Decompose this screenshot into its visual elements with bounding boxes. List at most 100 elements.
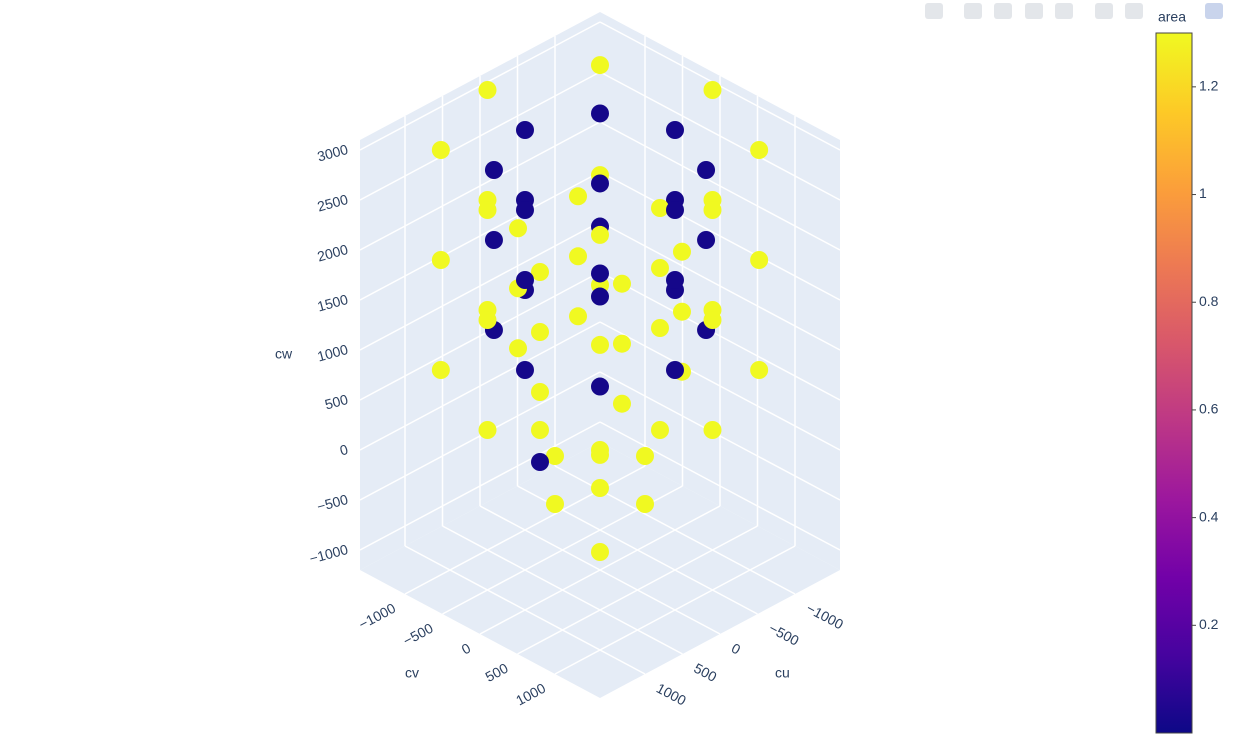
colorbar-tick-label: 0.4 [1199, 508, 1219, 524]
grid-line [599, 421, 841, 551]
point [484, 161, 503, 179]
point [591, 479, 609, 497]
colorbar-tick-label: 0.6 [1199, 401, 1219, 417]
colorbar-tick-label: 0.8 [1199, 293, 1219, 309]
x-tick-label: 500 [691, 660, 719, 685]
point [531, 263, 549, 281]
point [591, 335, 609, 354]
point [478, 81, 497, 99]
point [516, 271, 534, 289]
point [431, 361, 450, 379]
point [591, 104, 609, 123]
point [569, 247, 588, 266]
y-tick-label: 1000 [513, 680, 548, 709]
point [531, 383, 549, 401]
y-tick-label: 500 [483, 660, 511, 685]
y-tick-label: 0 [459, 640, 474, 658]
x-tick-label: 1000 [654, 680, 689, 709]
point [672, 302, 691, 321]
x-tick-label: −1000 [804, 600, 846, 633]
point [509, 219, 528, 238]
point [651, 199, 669, 217]
grid-line [359, 421, 601, 551]
modebar-button[interactable] [1025, 3, 1043, 19]
point [591, 174, 609, 193]
point [478, 311, 497, 329]
z-tick-label: 3000 [315, 141, 349, 165]
grid-line [599, 171, 841, 301]
grid-line [359, 221, 601, 351]
y-axis-title: cv [405, 665, 419, 681]
modebar[interactable] [925, 3, 1223, 19]
point [703, 201, 722, 219]
grid-line [599, 221, 841, 351]
x-tick-label: −500 [766, 620, 802, 649]
point [569, 307, 588, 326]
z-tick-label: 1000 [315, 341, 349, 365]
modebar-button[interactable] [964, 3, 982, 19]
point [546, 495, 564, 513]
grid-line [599, 121, 841, 251]
grid-line [599, 271, 841, 401]
point [636, 447, 654, 465]
point [697, 231, 716, 249]
grid-line [554, 545, 796, 675]
point [666, 201, 684, 219]
z-tick-label: 1500 [315, 291, 349, 315]
grid-line [359, 71, 601, 201]
point [666, 271, 684, 289]
point [516, 201, 534, 219]
colorbar-tick-label: 1.2 [1199, 78, 1219, 94]
colorbar-scale [1155, 32, 1193, 734]
point [509, 339, 528, 358]
point [531, 323, 549, 341]
point [516, 121, 534, 139]
x-axis-title: cu [775, 665, 790, 681]
point [591, 377, 609, 396]
grid-line [599, 371, 841, 501]
point [750, 251, 769, 269]
point [478, 421, 497, 439]
y-tick-label: −500 [400, 620, 436, 649]
point [531, 421, 549, 439]
modebar-button[interactable] [1055, 3, 1073, 19]
z-axis-title: cw [275, 346, 293, 362]
x-tick-label: 0 [729, 640, 744, 658]
point [591, 543, 609, 561]
point [666, 121, 684, 139]
point [591, 445, 609, 464]
point [651, 259, 669, 277]
point [612, 274, 631, 293]
grid-line [479, 505, 721, 635]
grid-line [359, 121, 601, 251]
modebar-button[interactable] [925, 3, 943, 19]
colorbar-tick-label: 0.2 [1199, 616, 1219, 632]
z-tick-label: −1000 [308, 541, 350, 567]
modebar-button[interactable] [1095, 3, 1113, 19]
point [697, 161, 716, 179]
grid-line [517, 525, 758, 655]
point [591, 264, 609, 283]
point [612, 334, 631, 353]
grid-line [359, 271, 601, 401]
point [703, 421, 722, 439]
z-tick-label: 2000 [315, 241, 349, 265]
colorbar-tick-label: 1 [1199, 185, 1207, 201]
point [569, 187, 588, 206]
point [431, 141, 450, 159]
z-tick-label: −500 [315, 491, 350, 515]
point [750, 141, 769, 159]
y-tick-label: −1000 [356, 600, 398, 633]
point [651, 421, 669, 439]
point [591, 287, 609, 306]
z-tick-label: 500 [323, 391, 350, 413]
modebar-button[interactable] [1125, 3, 1143, 19]
point [478, 201, 497, 219]
modebar-logo[interactable] [1205, 3, 1223, 19]
point [636, 495, 654, 513]
grid-line [599, 321, 841, 451]
point [750, 361, 769, 379]
modebar-button[interactable] [994, 3, 1012, 19]
